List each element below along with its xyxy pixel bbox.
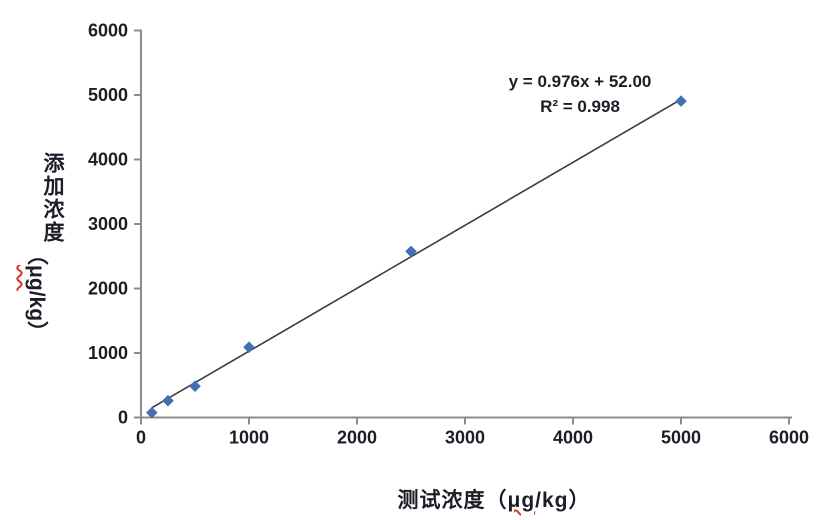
y-tick-label: 5000	[88, 85, 128, 105]
data-point-marker	[189, 380, 201, 393]
y-tick-label: 3000	[88, 214, 128, 234]
y-tick-label: 0	[118, 408, 128, 428]
x-tick-label: 4000	[553, 428, 593, 448]
r-squared-line: R² = 0.998	[540, 97, 620, 116]
x-axis-title-unit-flagged: μg	[507, 489, 536, 512]
trendline	[151, 98, 682, 409]
x-tick-label: 2000	[337, 428, 377, 448]
x-axis-title-unit-open: （	[485, 489, 508, 512]
x-axis-title: 测试浓度（μg/kg）	[334, 484, 654, 514]
y-axis-title-unit-open: （	[25, 244, 48, 265]
y-tick-label: 1000	[88, 343, 128, 363]
x-tick-label: 1000	[229, 428, 269, 448]
equation-line: y = 0.976x + 52.00	[508, 72, 652, 91]
data-point-marker	[162, 394, 174, 407]
x-axis-title-unit-close: /kg）	[535, 489, 591, 512]
x-tick-label: 6000	[769, 428, 809, 448]
x-axis-title-text: 测试浓度	[397, 489, 486, 512]
x-tick-label: 0	[136, 428, 146, 448]
y-tick-label: 4000	[88, 150, 128, 170]
data-point-marker	[243, 341, 255, 353]
y-axis-title-unit: （μg/kg）	[25, 244, 48, 342]
data-point-marker	[405, 245, 417, 258]
data-point-marker	[675, 95, 687, 107]
data-point-marker	[146, 406, 158, 419]
y-tick-label: 2000	[88, 279, 128, 299]
y-axis-title-unit-flagged: μg	[25, 265, 48, 291]
y-tick-label: 6000	[88, 21, 128, 41]
trendline-equation: y = 0.976x + 52.00 R² = 0.998	[448, 69, 712, 119]
x-tick-label: 5000	[661, 428, 701, 448]
y-axis-title-text: 添加浓度	[41, 152, 64, 244]
x-tick-label: 3000	[445, 428, 485, 448]
y-axis-title: 添加浓度（μg/kg）	[25, 152, 64, 342]
y-axis-title-unit-close: /kg）	[25, 290, 48, 343]
